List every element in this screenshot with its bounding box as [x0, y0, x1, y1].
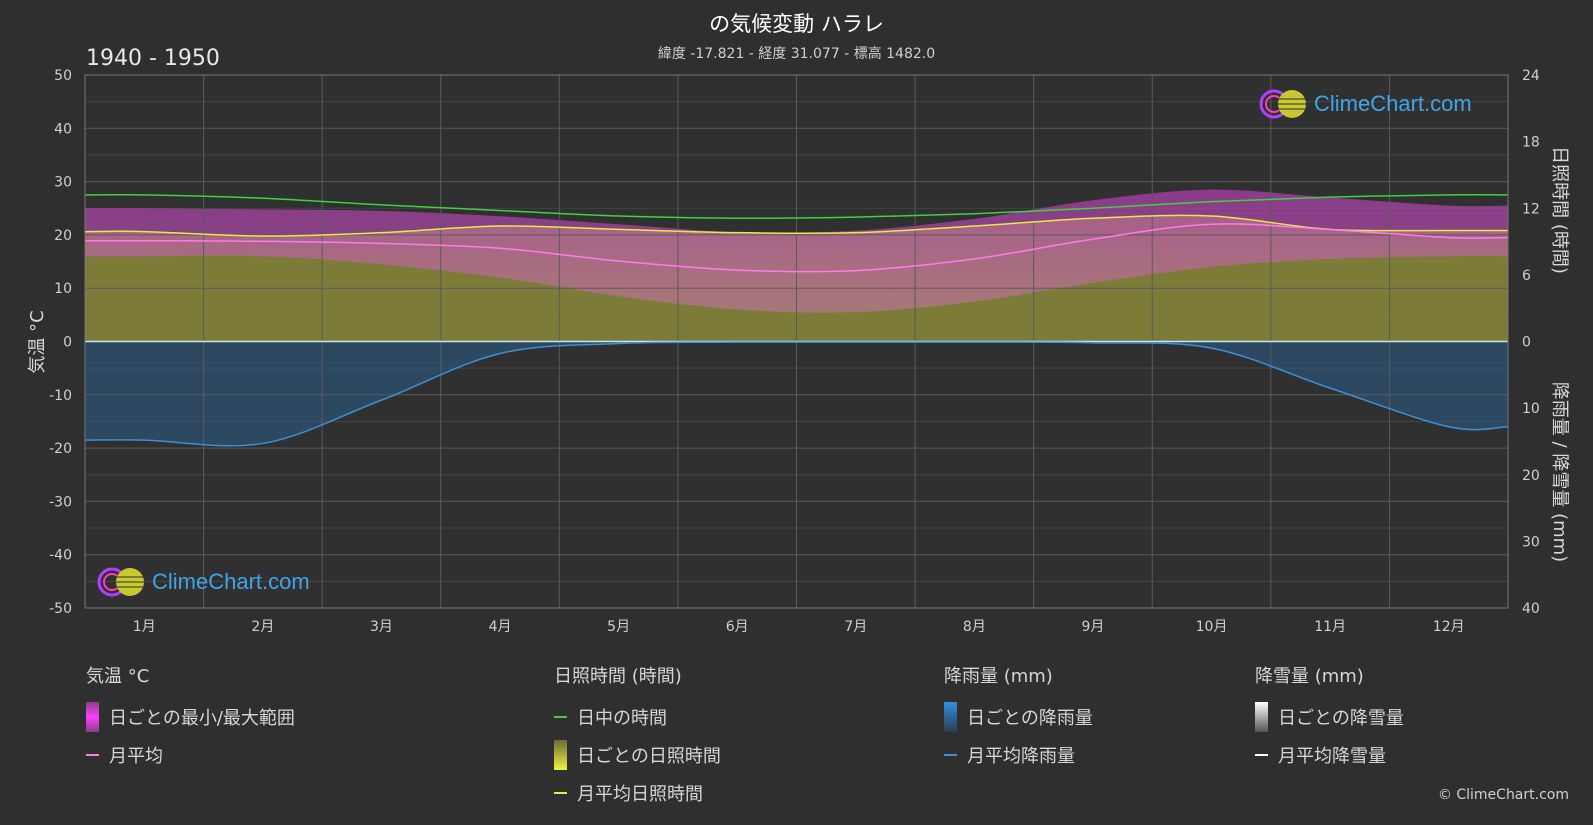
x-tick-month: 8月	[963, 619, 986, 635]
daylight-line	[84, 193, 1509, 220]
legend-label: 月平均降雨量	[967, 746, 1075, 767]
legend-label: 日中の時間	[577, 708, 667, 729]
y-axis-left-label: 気温 °C	[27, 310, 48, 374]
logo-icon	[1259, 89, 1306, 119]
legend-label: 月平均降雪量	[1278, 746, 1386, 767]
legend-title: 気温 °C	[86, 666, 150, 687]
x-tick-month: 9月	[1081, 619, 1104, 635]
y-tick-left: 20	[54, 228, 72, 244]
x-tick-month: 6月	[726, 619, 749, 635]
temp-range-swatch	[86, 702, 99, 732]
sunshine-avg-swatch	[554, 792, 567, 794]
x-tick-month: 1月	[133, 619, 156, 635]
y-axis-right-precip-label: 降雨量 / 降雪量 (mm)	[1549, 381, 1570, 563]
y-tick-left: 50	[54, 68, 72, 84]
x-tick-month: 11月	[1314, 619, 1346, 635]
y-tick-left: -50	[49, 601, 72, 617]
legend-item[interactable]: 日ごとの日照時間	[554, 736, 721, 774]
legend-item[interactable]: 月平均	[86, 736, 295, 774]
y-tick-left: -40	[49, 548, 72, 564]
x-tick-month: 10月	[1196, 619, 1228, 635]
y-tick-right-sunshine: 0	[1522, 335, 1531, 351]
x-tick-month: 3月	[370, 619, 393, 635]
y-tick-right-precip: 40	[1522, 601, 1540, 617]
legend-label: 日ごとの降雪量	[1278, 708, 1404, 729]
legend-label: 月平均	[109, 746, 163, 767]
y-tick-right-precip: 20	[1522, 468, 1540, 484]
legend-label: 日ごとの日照時間	[577, 746, 721, 767]
x-tick-month: 2月	[251, 619, 274, 635]
chart-subtitle: 緯度 -17.821 - 経度 31.077 - 標高 1482.0	[657, 46, 936, 62]
legend-label: 日ごとの最小/最大範囲	[109, 708, 295, 729]
y-axis-right-sunshine-label: 日照時間 (時間)	[1549, 146, 1570, 274]
legend-item[interactable]: 日ごとの最小/最大範囲	[86, 698, 295, 736]
chart-title: の気候変動 ハラレ	[709, 12, 884, 36]
legend-label: 日ごとの降雨量	[967, 708, 1093, 729]
legend-item[interactable]: 日ごとの降雨量	[944, 698, 1093, 736]
logo-top-right[interactable]: ClimeChart.com	[1258, 88, 1472, 120]
y-tick-left: 10	[54, 281, 72, 297]
logo-text: ClimeChart.com	[1314, 91, 1472, 116]
y-tick-right-precip: 30	[1522, 534, 1540, 550]
rain-avg-line	[84, 341, 1509, 447]
y-tick-right-sunshine: 18	[1522, 135, 1540, 151]
legend-item[interactable]: 月平均降雨量	[944, 736, 1093, 774]
legend-sunshine: 日照時間 (時間) 日中の時間 日ごとの日照時間 月平均日照時間	[554, 662, 721, 812]
rain-swatch	[944, 702, 957, 732]
sunshine-swatch	[554, 740, 567, 770]
y-tick-right-sunshine: 24	[1522, 68, 1540, 84]
snow-swatch	[1255, 702, 1268, 732]
x-tick-month: 5月	[607, 619, 630, 635]
logo-text: ClimeChart.com	[152, 569, 310, 594]
legend-snow: 降雪量 (mm) 日ごとの降雪量 月平均降雪量	[1255, 662, 1404, 774]
legend-item[interactable]: 月平均日照時間	[554, 774, 721, 812]
legend-title: 日照時間 (時間)	[554, 666, 682, 687]
rain-avg-swatch	[944, 754, 957, 756]
copyright: © ClimeChart.com	[1437, 787, 1569, 803]
logo-bottom-left[interactable]: ClimeChart.com	[96, 566, 310, 598]
legend-title: 降雨量 (mm)	[944, 666, 1053, 687]
temp-avg-line	[84, 223, 1509, 273]
y-tick-right-sunshine: 6	[1522, 268, 1531, 284]
y-tick-left: 30	[54, 175, 72, 191]
legend-item[interactable]: 日ごとの降雪量	[1255, 698, 1404, 736]
legend-title: 降雪量 (mm)	[1255, 666, 1364, 687]
legend-label: 月平均日照時間	[577, 784, 703, 805]
plot-frame	[84, 74, 1509, 609]
legend-temperature: 気温 °C 日ごとの最小/最大範囲 月平均	[86, 662, 295, 774]
daylight-swatch	[554, 716, 567, 718]
period-label: 1940 - 1950	[86, 46, 220, 71]
sunshine-avg-line	[84, 214, 1509, 237]
y-tick-left: 0	[63, 335, 72, 351]
y-tick-left: -10	[49, 388, 72, 404]
y-tick-left: -30	[49, 494, 72, 510]
temp-avg-swatch	[86, 754, 99, 756]
snow-avg-swatch	[1255, 754, 1268, 756]
legend-rain: 降雨量 (mm) 日ごとの降雨量 月平均降雨量	[944, 662, 1093, 774]
legend-item[interactable]: 月平均降雪量	[1255, 736, 1404, 774]
y-tick-right-precip: 10	[1522, 401, 1540, 417]
x-tick-month: 12月	[1433, 619, 1465, 635]
x-tick-month: 7月	[844, 619, 867, 635]
y-tick-right-sunshine: 12	[1522, 201, 1540, 217]
y-tick-left: 40	[54, 121, 72, 137]
y-tick-left: -20	[49, 441, 72, 457]
x-tick-month: 4月	[489, 619, 512, 635]
logo-icon	[97, 567, 144, 597]
legend-item[interactable]: 日中の時間	[554, 698, 721, 736]
